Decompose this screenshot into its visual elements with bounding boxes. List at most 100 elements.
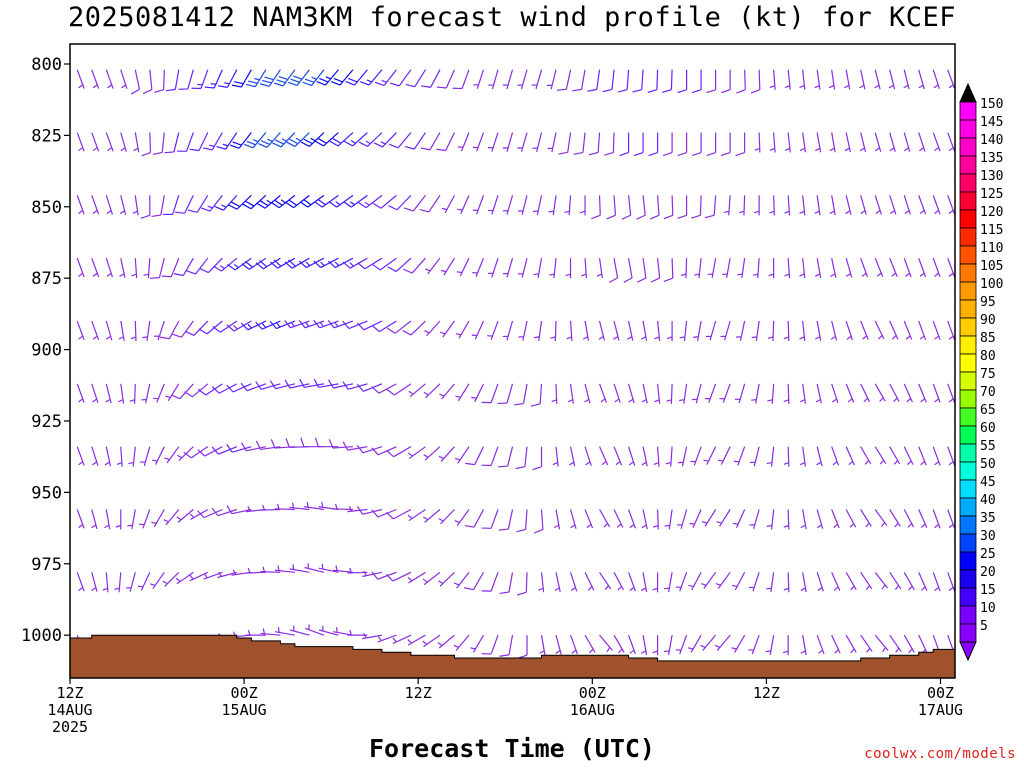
barb-half-flag bbox=[335, 565, 338, 571]
wind-barb bbox=[151, 195, 165, 218]
barb-flag bbox=[269, 380, 276, 390]
barb-half-flag bbox=[363, 570, 367, 576]
barb-half-flag bbox=[722, 273, 728, 276]
barb-staff bbox=[476, 132, 485, 152]
barb-half-flag bbox=[874, 84, 880, 89]
wind-barb bbox=[189, 508, 209, 521]
wind-barb bbox=[874, 446, 887, 465]
barb-staff bbox=[758, 69, 761, 90]
barb-half-flag bbox=[311, 76, 317, 80]
wind-barb bbox=[932, 132, 941, 152]
barb-staff bbox=[323, 132, 339, 147]
wind-barb bbox=[588, 132, 601, 156]
wind-barb bbox=[799, 383, 807, 404]
plot-frame bbox=[69, 43, 956, 679]
barb-staff bbox=[520, 69, 528, 90]
barb-flag bbox=[356, 444, 364, 454]
barb-staff bbox=[167, 383, 180, 402]
barb-half-flag bbox=[105, 335, 112, 340]
barb-half-flag bbox=[422, 578, 428, 583]
wind-barb bbox=[555, 635, 562, 655]
wind-barb bbox=[438, 571, 455, 587]
barb-staff bbox=[860, 257, 869, 278]
wind-barb bbox=[214, 194, 238, 211]
wind-barb bbox=[133, 132, 140, 153]
barb-flag bbox=[287, 81, 298, 87]
barb-staff bbox=[252, 132, 267, 149]
barb-half-flag bbox=[454, 520, 460, 524]
wind-barb bbox=[640, 635, 648, 655]
barb-staff bbox=[161, 132, 165, 153]
barb-half-flag bbox=[831, 398, 837, 403]
wind-barb bbox=[800, 635, 807, 655]
wind-barb bbox=[419, 195, 441, 213]
barb-flag bbox=[313, 260, 322, 269]
barb-half-flag bbox=[628, 461, 634, 466]
barb-flag bbox=[498, 465, 508, 468]
wind-barb bbox=[517, 258, 528, 278]
barb-half-flag bbox=[453, 644, 459, 648]
barb-half-flag bbox=[784, 85, 791, 89]
barb-staff bbox=[708, 383, 717, 403]
wind-barb bbox=[498, 446, 514, 468]
wind-barb bbox=[579, 195, 586, 216]
barb-staff bbox=[918, 132, 926, 152]
barb-staff bbox=[698, 258, 702, 279]
wind-barb bbox=[731, 572, 746, 591]
barb-staff bbox=[348, 383, 368, 390]
wind-barb bbox=[947, 446, 956, 466]
barb-staff bbox=[423, 634, 441, 648]
barb-flag bbox=[342, 320, 350, 329]
barb-flag bbox=[233, 81, 244, 85]
wind-barb bbox=[470, 634, 485, 653]
barb-half-flag bbox=[585, 461, 591, 466]
wind-barb bbox=[274, 565, 295, 573]
barb-staff bbox=[860, 69, 866, 90]
wind-barb bbox=[816, 446, 823, 467]
wind-barb bbox=[889, 132, 896, 152]
wind-barb bbox=[371, 571, 397, 580]
wind-barb bbox=[748, 634, 760, 655]
wind-barb bbox=[750, 446, 760, 467]
barb-flag bbox=[197, 510, 205, 519]
barb-staff bbox=[613, 258, 619, 278]
barb-staff bbox=[642, 383, 648, 404]
barb-half-flag bbox=[652, 650, 658, 654]
barb-staff bbox=[567, 132, 572, 153]
barb-staff bbox=[612, 132, 615, 153]
barb-flag bbox=[198, 328, 208, 335]
wind-barb bbox=[387, 257, 412, 273]
barb-staff bbox=[816, 258, 822, 278]
barb-half-flag bbox=[830, 336, 836, 340]
x-tick-label: 16AUG bbox=[570, 701, 615, 719]
barb-staff bbox=[535, 69, 543, 90]
wind-barb bbox=[584, 509, 594, 529]
wind-barb bbox=[947, 572, 956, 592]
barb-staff bbox=[690, 634, 702, 653]
wind-barb bbox=[653, 446, 660, 467]
barb-flag bbox=[248, 80, 258, 84]
barb-half-flag bbox=[799, 273, 805, 277]
wind-barb bbox=[229, 132, 252, 149]
wind-barb bbox=[874, 69, 881, 90]
wind-barb bbox=[259, 69, 281, 87]
barb-flag bbox=[465, 462, 475, 466]
barb-flag bbox=[404, 145, 415, 150]
barb-flag bbox=[200, 207, 211, 212]
barb-half-flag bbox=[615, 461, 621, 466]
barb-flag bbox=[602, 89, 613, 93]
wind-barb bbox=[372, 257, 397, 271]
barb-half-flag bbox=[78, 84, 84, 89]
colorbar-label: 115 bbox=[980, 223, 1003, 238]
barb-flag bbox=[345, 80, 355, 86]
wind-barb bbox=[358, 132, 383, 147]
wind-barb bbox=[889, 509, 901, 528]
wind-barb bbox=[567, 383, 574, 404]
colorbar-top-arrow bbox=[959, 82, 977, 103]
barb-staff bbox=[580, 69, 586, 90]
wind-barb bbox=[918, 195, 927, 215]
y-tick-label: 925 bbox=[31, 412, 62, 432]
barb-half-flag bbox=[115, 524, 121, 528]
barb-staff bbox=[845, 195, 852, 215]
wind-barb bbox=[889, 320, 899, 340]
